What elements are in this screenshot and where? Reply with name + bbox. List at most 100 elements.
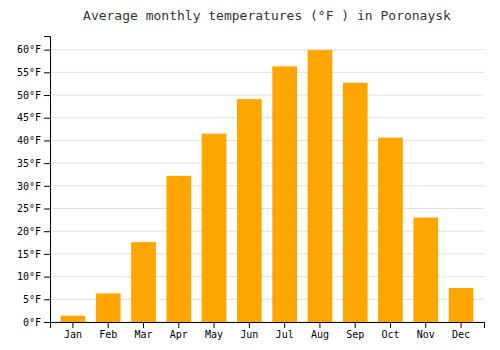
bar [378, 138, 403, 322]
grid-line [50, 72, 484, 73]
y-tick: 60°F [17, 44, 50, 55]
axis-line [44, 37, 51, 323]
tick-label: Jan [64, 329, 82, 340]
grid-line [50, 185, 484, 186]
tick-label: 0°F [23, 317, 41, 328]
tick-mark [44, 72, 50, 73]
tick-label: Aug [311, 329, 329, 340]
y-tick: 20°F [17, 226, 50, 237]
y-tick: 15°F [17, 249, 50, 260]
tick-label: 30°F [17, 181, 41, 192]
tick-mark [72, 322, 73, 328]
grid-line [50, 163, 484, 164]
tick-label: Feb [99, 329, 117, 340]
x-tick: Sep [346, 322, 364, 340]
x-tick: Mar [134, 322, 152, 340]
tick-label: May [205, 329, 223, 340]
tick-label: 35°F [17, 158, 41, 169]
y-tick: 55°F [17, 67, 50, 78]
y-axis: 0°F 5°F 10°F 15°F 20°F 25°F 30°F 35°F 40°F 45°F 50… [17, 37, 51, 328]
y-tick: 25°F [17, 203, 50, 214]
tick-mark [319, 322, 320, 328]
y-tick: 0°F [23, 317, 50, 328]
tick-mark [44, 277, 50, 278]
tick-label: Jul [276, 329, 294, 340]
tick-mark [214, 322, 215, 328]
x-tick: Feb [99, 322, 117, 340]
tick-label: 5°F [23, 294, 41, 305]
bar [272, 66, 297, 322]
bar [202, 134, 227, 322]
tick-label: 45°F [17, 112, 41, 123]
tick-label: 40°F [17, 135, 41, 146]
tick-label: Mar [134, 329, 152, 340]
tick-mark [143, 322, 144, 328]
tick-mark [425, 322, 426, 328]
bar [131, 242, 156, 322]
tick-mark [44, 163, 50, 164]
bar [449, 288, 474, 322]
grid [50, 50, 484, 322]
bar [343, 83, 368, 322]
y-tick: 40°F [17, 135, 50, 146]
tick-mark [44, 254, 50, 255]
title: Average monthly temperatures (°F ) in Po… [83, 8, 451, 23]
tick-label: 55°F [17, 67, 41, 78]
x-tick: May [205, 322, 223, 340]
tick-label: 60°F [17, 44, 41, 55]
tick-label: Dec [452, 329, 470, 340]
y-tick: 5°F [23, 294, 50, 305]
bar [166, 176, 191, 322]
tick-mark [249, 322, 250, 328]
tick-mark [44, 299, 50, 300]
y-tick: 30°F [17, 181, 50, 192]
tick-mark [108, 322, 109, 328]
x-axis: Jan Feb Mar Apr May Jun Jul Aug Sep Oct Nov Dec [51, 322, 485, 340]
tick-label: 10°F [17, 271, 41, 282]
x-tick: Jan [64, 322, 82, 340]
y-tick: 35°F [17, 158, 50, 169]
tick-label: 20°F [17, 226, 41, 237]
tick-mark [44, 50, 50, 51]
bar [61, 316, 86, 322]
grid-line [50, 95, 484, 96]
tick-mark [44, 186, 50, 187]
tick-mark [44, 95, 50, 96]
x-tick: Dec [452, 322, 470, 340]
tick-label: 15°F [17, 249, 41, 260]
grid-line [50, 117, 484, 118]
tick-mark [44, 322, 50, 323]
tick-label: Nov [417, 329, 435, 340]
tick-label: Jun [240, 329, 258, 340]
axis-line [51, 323, 485, 329]
tick-label: Apr [170, 329, 188, 340]
tick-mark [390, 322, 391, 328]
y-tick: 50°F [17, 90, 50, 101]
grid-line [50, 49, 484, 50]
tick-mark [355, 322, 356, 328]
tick-label: Sep [346, 329, 364, 340]
x-tick: Jun [240, 322, 258, 340]
tick-label: Oct [381, 329, 399, 340]
x-tick: Aug [311, 322, 329, 340]
x-tick: Jul [276, 322, 294, 340]
tick-mark [44, 118, 50, 119]
tick-mark [178, 322, 179, 328]
bar [413, 218, 438, 322]
tick-mark [284, 322, 285, 328]
y-tick: 45°F [17, 112, 50, 123]
y-tick: 10°F [17, 271, 50, 282]
tick-label: 50°F [17, 90, 41, 101]
bar [96, 293, 121, 322]
x-tick: Apr [170, 322, 188, 340]
x-tick: Nov [417, 322, 435, 340]
tick-mark [461, 322, 462, 328]
bar [308, 50, 333, 322]
tick-mark [44, 231, 50, 232]
bars [61, 50, 474, 322]
grid-line [50, 208, 484, 209]
tick-label: 25°F [17, 203, 41, 214]
tick-mark [44, 140, 50, 141]
tick-mark [44, 209, 50, 210]
bar [237, 99, 262, 322]
